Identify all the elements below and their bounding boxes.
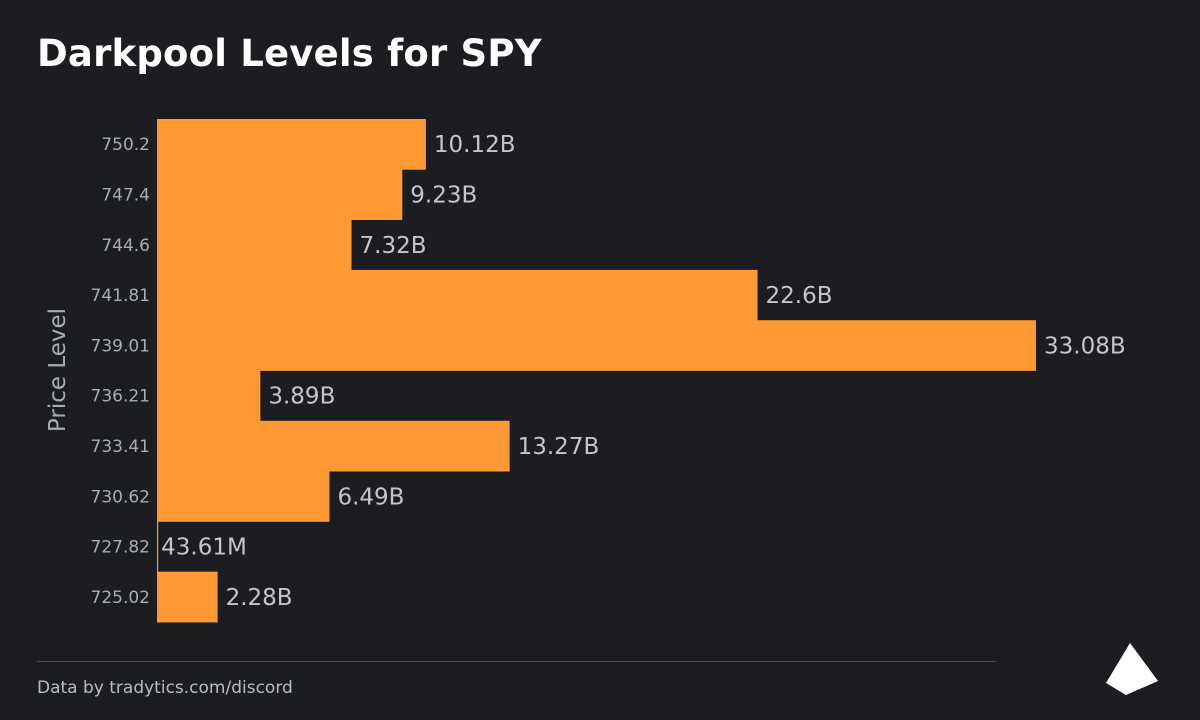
y-tick-label: 733.41	[91, 437, 150, 457]
bar-value-label: 43.61M	[161, 535, 247, 561]
bars-layer	[157, 119, 1036, 623]
bar-730.62	[157, 471, 330, 522]
footer-divider	[37, 661, 996, 662]
bar-733.41	[157, 420, 510, 472]
bar-741.81	[157, 269, 758, 321]
bar-value-label: 22.6B	[766, 283, 833, 309]
bar-value-label: 10.12B	[434, 132, 516, 158]
bar-725.02	[157, 571, 218, 623]
bar-744.6	[157, 219, 352, 271]
y-tick-label: 750.2	[101, 135, 150, 155]
bar-value-label: 13.27B	[518, 434, 600, 460]
y-tick-label: 727.82	[91, 538, 150, 558]
bar-value-label: 7.32B	[360, 233, 427, 259]
y-tick-label: 725.02	[91, 588, 150, 608]
footer-credit: Data by tradytics.com/discord	[37, 678, 293, 698]
bar-750.2	[157, 119, 426, 170]
triangle-logo-icon	[1105, 643, 1161, 701]
y-tick-label: 747.4	[101, 185, 150, 205]
chart-title: Darkpool Levels for SPY	[37, 32, 542, 75]
y-tick-label: 741.81	[91, 286, 150, 306]
y-tick-label: 739.01	[91, 336, 150, 356]
y-axis-label: Price Level	[45, 308, 71, 432]
bar-value-label: 3.89B	[268, 384, 335, 410]
bar-736.21	[157, 370, 261, 422]
y-tick-label: 744.6	[101, 236, 150, 256]
labels-layer: 750.2 10.12B 747.4 9.23B 744.6 7.32B 741.81 22.…	[91, 132, 1126, 611]
bar-value-label: 33.08B	[1044, 333, 1126, 359]
bar-value-label: 2.28B	[226, 585, 293, 611]
bar-value-label: 9.23B	[410, 182, 477, 208]
y-tick-label: 736.21	[91, 387, 150, 407]
y-tick-label: 730.62	[91, 487, 150, 507]
bar-739.01	[157, 320, 1036, 371]
bar-727.82	[157, 521, 159, 573]
bar-747.4	[157, 169, 403, 220]
bar-value-label: 6.49B	[337, 484, 404, 510]
